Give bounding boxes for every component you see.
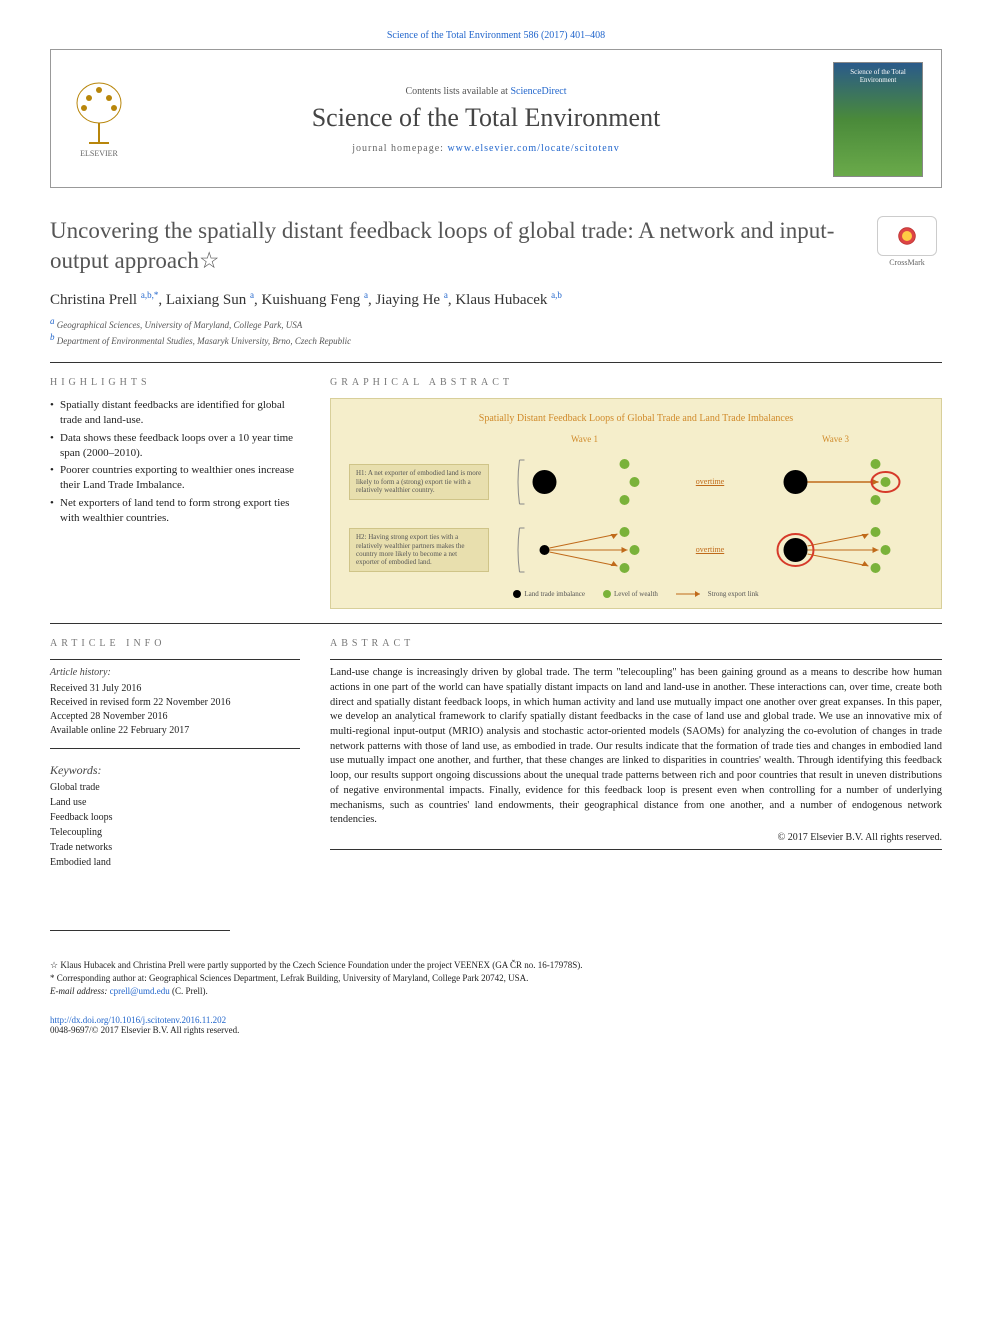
keyword-item: Embodied land xyxy=(50,855,300,870)
crossmark-badge[interactable]: CrossMark xyxy=(872,216,942,267)
ga-hypothesis-2: H2: Having strong export ties with a rel… xyxy=(349,528,489,572)
journal-homepage: journal homepage: www.elsevier.com/locat… xyxy=(139,143,833,154)
citation-link[interactable]: Science of the Total Environment 586 (20… xyxy=(387,30,605,41)
homepage-link[interactable]: www.elsevier.com/locate/scitotenv xyxy=(447,143,619,154)
author-affil-sup: a,b xyxy=(551,290,562,300)
highlights-heading: HIGHLIGHTS xyxy=(50,377,300,388)
affiliations: a Geographical Sciences, University of M… xyxy=(50,315,942,348)
ga-wave1-label: Wave 1 xyxy=(497,434,672,444)
ga-hypothesis-1: H1: A net exporter of embodied land is m… xyxy=(349,464,489,499)
abstract-text: Land-use change is increasingly driven b… xyxy=(330,666,942,828)
authors-line: Christina Prell a,b,*, Laixiang Sun a, K… xyxy=(50,290,942,309)
keyword-item: Land use xyxy=(50,795,300,810)
ga-legend: Land trade imbalance Level of wealth Str… xyxy=(349,590,923,598)
author-name: , Klaus Hubacek xyxy=(448,292,551,308)
journal-header: ELSEVIER Contents lists available at Sci… xyxy=(50,49,942,188)
author-name: , Jiaying He xyxy=(368,292,444,308)
keyword-item: Feedback loops xyxy=(50,810,300,825)
author-name: Christina Prell xyxy=(50,292,141,308)
ga-overtime-2: overtime xyxy=(680,545,740,554)
author-affil-sup: a,b,* xyxy=(141,290,159,300)
email-link[interactable]: cprell@umd.edu xyxy=(110,986,170,996)
article-info-heading: ARTICLE INFO xyxy=(50,638,300,649)
keyword-item: Trade networks xyxy=(50,840,300,855)
copyright: © 2017 Elsevier B.V. All rights reserved… xyxy=(330,832,942,843)
journal-name: Science of the Total Environment xyxy=(139,103,833,133)
doi-block: http://dx.doi.org/10.1016/j.scitotenv.20… xyxy=(50,1015,942,1035)
issn-line: 0048-9697/© 2017 Elsevier B.V. All right… xyxy=(50,1025,239,1035)
corresponding-note: * Corresponding author at: Geographical … xyxy=(50,972,942,985)
keyword-item: Telecoupling xyxy=(50,825,300,840)
highlight-item: Poorer countries exporting to wealthier … xyxy=(50,463,300,493)
ga-h1-wave3-diagram xyxy=(748,452,923,512)
affiliation-line: b Department of Environmental Studies, M… xyxy=(50,331,942,348)
ga-overtime-1: overtime xyxy=(680,477,740,486)
abstract-heading: ABSTRACT xyxy=(330,638,942,649)
author-name: , Kuishuang Feng xyxy=(254,292,364,308)
divider xyxy=(50,623,942,624)
graphical-abstract-heading: GRAPHICAL ABSTRACT xyxy=(330,377,942,388)
ga-title: Spatially Distant Feedback Loops of Glob… xyxy=(349,413,923,424)
highlight-item: Net exporters of land tend to form stron… xyxy=(50,496,300,526)
email-note: E-mail address: cprell@umd.edu (C. Prell… xyxy=(50,985,942,998)
author-name: , Laixiang Sun xyxy=(158,292,250,308)
funding-note: ☆ Klaus Hubacek and Christina Prell were… xyxy=(50,959,942,972)
divider xyxy=(50,362,942,363)
elsevier-logo: ELSEVIER xyxy=(69,78,139,162)
ga-h2-wave3-diagram xyxy=(748,520,923,580)
doi-link[interactable]: http://dx.doi.org/10.1016/j.scitotenv.20… xyxy=(50,1015,226,1025)
keywords-block: Keywords: Global tradeLand useFeedback l… xyxy=(50,763,300,870)
graphical-abstract-figure: Spatially Distant Feedback Loops of Glob… xyxy=(330,398,942,609)
contents-available: Contents lists available at ScienceDirec… xyxy=(139,86,833,97)
history-line: Received in revised form 22 November 201… xyxy=(50,696,300,710)
history-line: Accepted 28 November 2016 xyxy=(50,710,300,724)
svg-text:ELSEVIER: ELSEVIER xyxy=(80,149,118,158)
sciencedirect-link[interactable]: ScienceDirect xyxy=(510,86,566,97)
footnote-rule xyxy=(50,930,230,931)
footnotes: ☆ Klaus Hubacek and Christina Prell were… xyxy=(50,959,942,997)
history-line: Available online 22 February 2017 xyxy=(50,724,300,738)
keyword-item: Global trade xyxy=(50,780,300,795)
citation-header: Science of the Total Environment 586 (20… xyxy=(50,30,942,41)
history-line: Received 31 July 2016 xyxy=(50,682,300,696)
highlights-list: Spatially distant feedbacks are identifi… xyxy=(50,398,300,526)
affiliation-line: a Geographical Sciences, University of M… xyxy=(50,315,942,332)
highlight-item: Data shows these feedback loops over a 1… xyxy=(50,431,300,461)
article-history: Article history: Received 31 July 2016Re… xyxy=(50,666,300,738)
ga-wave3-label: Wave 3 xyxy=(748,434,923,444)
ga-h1-wave1-diagram xyxy=(497,452,672,512)
article-title: Uncovering the spatially distant feedbac… xyxy=(50,216,852,276)
highlight-item: Spatially distant feedbacks are identifi… xyxy=(50,398,300,428)
journal-cover-icon xyxy=(833,62,923,177)
ga-h2-wave1-diagram xyxy=(497,520,672,580)
